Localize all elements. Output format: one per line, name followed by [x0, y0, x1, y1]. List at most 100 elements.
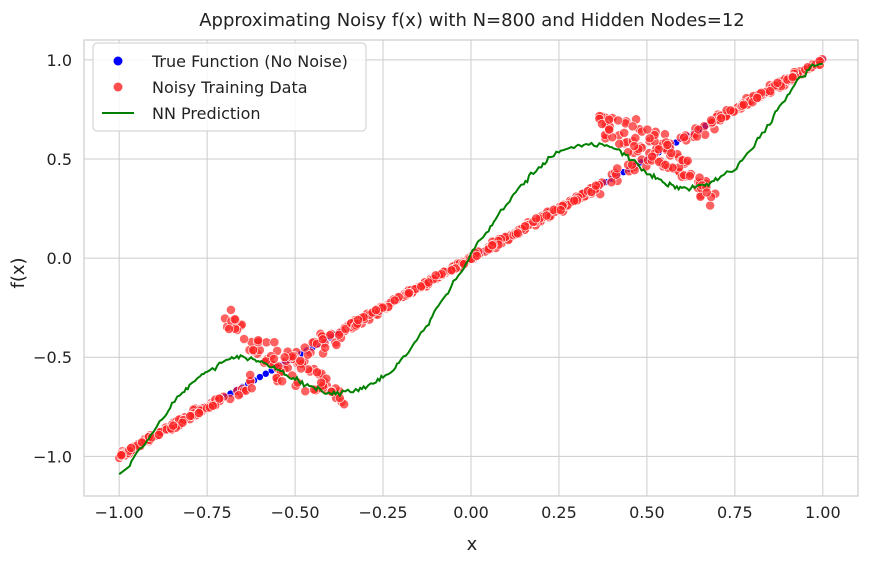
y-tick-label: −1.0 [33, 447, 72, 466]
noisy-data-point [312, 367, 322, 378]
noisy-data-point [660, 159, 671, 170]
noisy-data-point [168, 420, 179, 431]
noisy-data-point [403, 288, 414, 298]
true-function-point [256, 373, 264, 381]
legend: True Function (No Noise) Noisy Training D… [92, 42, 367, 132]
y-tick-label: 0.0 [47, 249, 72, 268]
x-tick-label: −0.25 [359, 503, 408, 522]
noisy-data-point [233, 390, 244, 401]
noisy-data-point [317, 334, 328, 345]
chart-title: Approximating Noisy f(x) with N=800 and … [199, 10, 745, 31]
noisy-data-point [512, 228, 523, 239]
x-tick-label: 0.75 [717, 503, 753, 522]
noisy-data-point [787, 72, 798, 83]
legend-label: Noisy Training Data [152, 78, 308, 97]
noisy-data-point [371, 305, 381, 316]
noisy-data-point [627, 121, 638, 132]
noisy-data-point [487, 240, 498, 251]
noisy-data-point [214, 393, 225, 404]
noisy-data-point [531, 213, 542, 224]
y-axis-label: f(x) [8, 257, 29, 288]
y-tick-label: 0.5 [47, 150, 72, 169]
noisy-data-point [389, 295, 400, 306]
noisy-data-point [619, 127, 630, 138]
noisy-data-point [331, 340, 342, 350]
noisy-data-point [239, 334, 249, 344]
noisy-data-point [471, 250, 482, 261]
noisy-data-point [194, 408, 204, 419]
noisy-data-point [613, 115, 624, 126]
noisy-data-point [299, 342, 310, 353]
noisy-data-point [316, 377, 327, 388]
noisy-data-point [520, 221, 531, 232]
noisy-data-point [604, 114, 614, 125]
noisy-data-point [653, 144, 664, 155]
noisy-data-point [253, 335, 264, 346]
noisy-data-point [644, 133, 655, 144]
noisy-data-point [185, 411, 196, 421]
noisy-data-point [725, 105, 736, 116]
noisy-data-point [300, 386, 311, 397]
x-tick-label: −0.50 [271, 503, 320, 522]
noisy-data-point [224, 324, 234, 334]
noisy-data-point [320, 342, 330, 353]
noisy-data-point [701, 187, 712, 198]
noisy-data-point [116, 450, 127, 461]
noisy-data-point [207, 400, 218, 411]
noisy-data-point [430, 270, 441, 281]
plot-frame [83, 39, 859, 497]
x-tick-label: 0.00 [453, 503, 489, 522]
noisy-data-point [269, 337, 280, 348]
noisy-data-point [606, 177, 617, 188]
noisy-data-point [597, 119, 607, 129]
true-function-point [262, 370, 269, 377]
noisy-data-point [630, 133, 641, 143]
noisy-data-point [693, 124, 704, 135]
noisy-data-point [446, 265, 457, 276]
noisy-data-point [684, 171, 695, 181]
y-tick-label: 1.0 [47, 51, 72, 70]
x-axis-label: x [467, 534, 478, 555]
noisy-data-point [614, 138, 625, 149]
noisy-data-point [716, 113, 727, 124]
noisy-data-point [277, 376, 288, 387]
grid [84, 40, 858, 496]
noisy-data-point [279, 352, 290, 363]
noisy-data-point [706, 115, 717, 126]
x-tick-label: 0.25 [541, 503, 577, 522]
tick-labels: −1.00 −0.75 −0.50 −0.25 0.00 0.25 0.50 0.75 1.00… [33, 51, 840, 522]
legend-label: True Function (No Noise) [151, 52, 348, 71]
legend-marker-true [113, 56, 123, 66]
noisy-data-point [177, 417, 188, 428]
noisy-data-point [295, 356, 306, 366]
noisy-data-point [353, 315, 364, 325]
x-tick-label: −0.75 [183, 503, 232, 522]
noisy-data-point [705, 200, 715, 211]
noisy-data-point [555, 205, 566, 215]
noisy-data-point [423, 277, 434, 288]
noisy-data-point [662, 139, 673, 150]
noisy-data-point [245, 369, 256, 380]
noisy-data-point [629, 141, 640, 151]
noisy-data-point [229, 314, 240, 325]
noisy-data-point [660, 129, 670, 140]
noisy-data-point [752, 92, 763, 103]
prediction-line-layer [118, 62, 823, 475]
x-tick-label: 1.00 [805, 503, 841, 522]
legend-label: NN Prediction [152, 104, 261, 123]
noisy-data-point [772, 77, 783, 88]
noisy-data-point [666, 148, 677, 159]
noisy-data-point [765, 86, 775, 96]
noisy-data-point [126, 443, 137, 453]
x-tick-label: 0.50 [629, 503, 665, 522]
y-tick-label: −0.5 [33, 348, 72, 367]
noisy-data-point [679, 132, 690, 143]
noisy-data-point [604, 124, 615, 135]
noisy-data-point [642, 124, 653, 135]
nn-prediction-line [118, 62, 823, 475]
noisy-data-point [248, 345, 259, 355]
noisy-data-point [246, 383, 257, 394]
legend-marker-noisy [113, 82, 123, 92]
noisy-data-point [612, 163, 623, 174]
